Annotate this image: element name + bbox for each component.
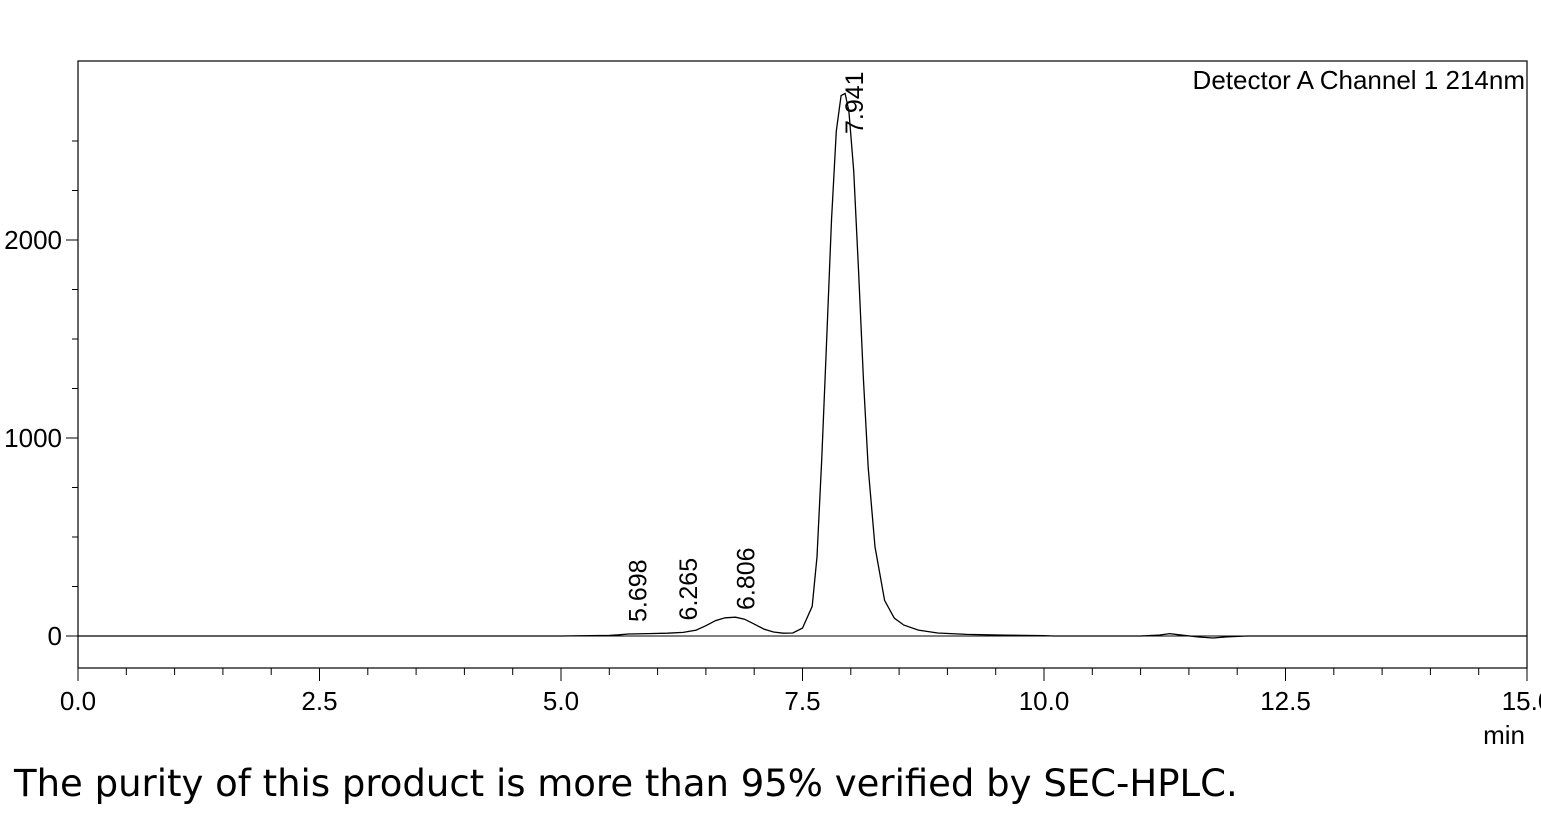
x-tick-label: 10.0 [1019,686,1070,716]
peak-label: 6.265 [675,558,703,621]
x-tick-label: 12.5 [1260,686,1311,716]
chromatogram-chart: 0 1000 2000 0.0 2.5 5.0 7.5 10.0 12.5 15.0 5.698… [4,60,1541,750]
x-tick-label: 5.0 [543,686,579,716]
y-axis-ticks [66,140,78,637]
peak-label: 7.941 [841,71,869,134]
x-axis-label: min [1483,720,1525,750]
y-tick-label: 0 [48,621,62,651]
y-axis-tick-labels: 0 1000 2000 [4,225,62,651]
detector-legend: Detector A Channel 1 214nm [1193,65,1525,95]
y-tick-label: 1000 [4,423,62,453]
peak-label: 5.698 [624,559,652,622]
plot-frame [77,60,1528,669]
chromatogram-trace [78,92,1527,639]
peak-label: 6.806 [732,547,760,610]
x-tick-label: 2.5 [301,686,337,716]
x-axis-tick-labels: 0.0 2.5 5.0 7.5 10.0 12.5 15.0 [60,686,1541,716]
y-tick-label: 2000 [4,225,62,255]
purity-caption: The purity of this product is more than … [14,762,1238,805]
x-tick-label: 0.0 [60,686,96,716]
x-axis-ticks [77,668,1528,681]
x-tick-label: 7.5 [784,686,820,716]
x-tick-label: 15.0 [1502,686,1541,716]
peak-labels: 5.698 6.265 6.806 7.941 [624,71,869,622]
